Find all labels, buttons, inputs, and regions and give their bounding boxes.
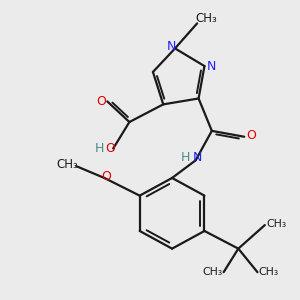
Text: H: H xyxy=(181,151,190,164)
Text: N: N xyxy=(192,151,202,164)
Text: CH₃: CH₃ xyxy=(202,267,223,277)
Text: CH₃: CH₃ xyxy=(195,13,217,26)
Text: CH₃: CH₃ xyxy=(57,158,78,171)
Text: H: H xyxy=(94,142,104,155)
Text: N: N xyxy=(206,60,216,73)
Text: N: N xyxy=(167,40,176,52)
Text: O: O xyxy=(246,129,256,142)
Text: O: O xyxy=(101,170,111,183)
Text: CH₃: CH₃ xyxy=(259,267,279,277)
Text: O: O xyxy=(96,95,106,108)
Text: CH₃: CH₃ xyxy=(266,219,286,229)
Text: O: O xyxy=(105,142,115,155)
